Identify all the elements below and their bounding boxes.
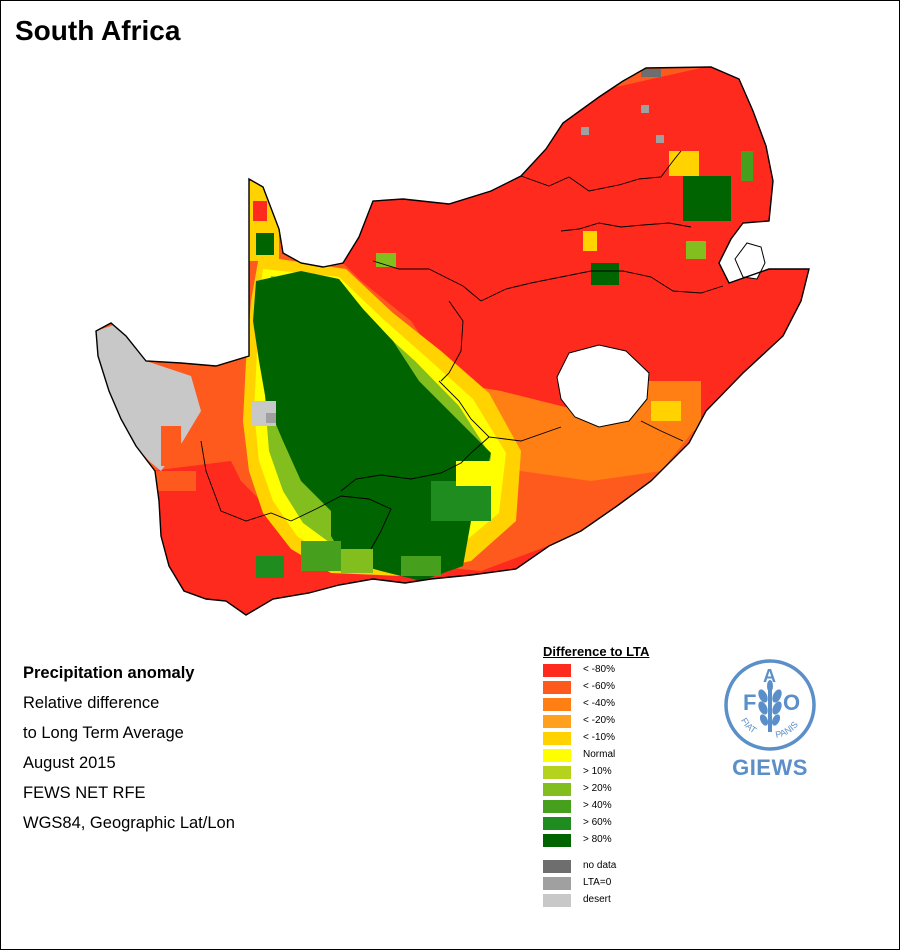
legend-item: < -10%	[543, 730, 649, 747]
logo-motto-left: FIAT	[739, 716, 759, 736]
legend-item: Normal	[543, 747, 649, 764]
legend-label: LTA=0	[583, 877, 612, 888]
legend-label: < -80%	[583, 664, 615, 675]
logo-ring	[724, 659, 816, 751]
legend-item: < -80%	[543, 662, 649, 679]
legend-item: desert	[543, 892, 649, 909]
legend-label: no data	[583, 860, 617, 871]
wheat-icon	[758, 680, 782, 732]
legend-item: > 60%	[543, 815, 649, 832]
legend: Difference to LTA < -80% < -60% < -40% < -2…	[543, 644, 649, 909]
legend-item: LTA=0	[543, 875, 649, 892]
map-title: South Africa	[15, 15, 181, 46]
legend-swatch	[543, 877, 571, 890]
giews-brand: GIEWS	[732, 755, 808, 780]
info-source: FEWS NET RFE	[23, 784, 146, 802]
info-line-3: to Long Term Average	[23, 724, 184, 742]
legend-label: > 20%	[583, 783, 612, 794]
legend-label: > 10%	[583, 766, 612, 777]
info-projection: WGS84, Geographic Lat/Lon	[23, 814, 235, 832]
legend-item: > 20%	[543, 781, 649, 798]
info-line-2: Relative difference	[23, 694, 160, 712]
map-info: Precipitation anomaly Relative differenc…	[23, 658, 235, 838]
legend-swatch	[543, 715, 571, 728]
legend-label: < -20%	[583, 715, 615, 726]
country-outline	[95, 66, 810, 616]
legend-swatch	[543, 766, 571, 779]
legend-item: < -20%	[543, 713, 649, 730]
legend-label: > 60%	[583, 817, 612, 828]
legend-label: < -40%	[583, 698, 615, 709]
legend-swatch	[543, 698, 571, 711]
legend-swatch	[543, 732, 571, 745]
legend-item: > 10%	[543, 764, 649, 781]
legend-item: > 80%	[543, 832, 649, 849]
legend-swatch	[543, 894, 571, 907]
legend-swatch	[543, 749, 571, 762]
legend-swatch	[543, 800, 571, 813]
legend-item: < -60%	[543, 679, 649, 696]
legend-label: < -10%	[583, 732, 615, 743]
legend-swatch	[543, 664, 571, 677]
legend-swatch	[543, 817, 571, 830]
legend-extra-items: no data LTA=0 desert	[543, 858, 649, 909]
legend-item: < -40%	[543, 696, 649, 713]
legend-swatch	[543, 681, 571, 694]
legend-item: no data	[543, 858, 649, 875]
legend-item: > 40%	[543, 798, 649, 815]
legend-label: > 80%	[583, 834, 612, 845]
legend-label: Normal	[583, 749, 616, 760]
logo-letter-o: O	[783, 690, 800, 715]
legend-title: Difference to LTA	[543, 644, 650, 659]
legend-label: < -60%	[583, 681, 615, 692]
legend-swatch	[543, 783, 571, 796]
legend-label: desert	[583, 894, 611, 905]
legend-label: > 40%	[583, 800, 612, 811]
fao-logo: F A O FIAT PANIS	[724, 659, 816, 751]
info-date: August 2015	[23, 754, 116, 772]
legend-gap	[543, 849, 649, 858]
info-title: Precipitation anomaly	[23, 664, 195, 682]
legend-items: < -80% < -60% < -40% < -20% < -10% Normal > 10…	[543, 662, 649, 849]
logo-letter-a: A	[763, 666, 776, 686]
legend-swatch	[543, 860, 571, 873]
legend-swatch	[543, 834, 571, 847]
logo-letter-f: F	[743, 690, 756, 715]
